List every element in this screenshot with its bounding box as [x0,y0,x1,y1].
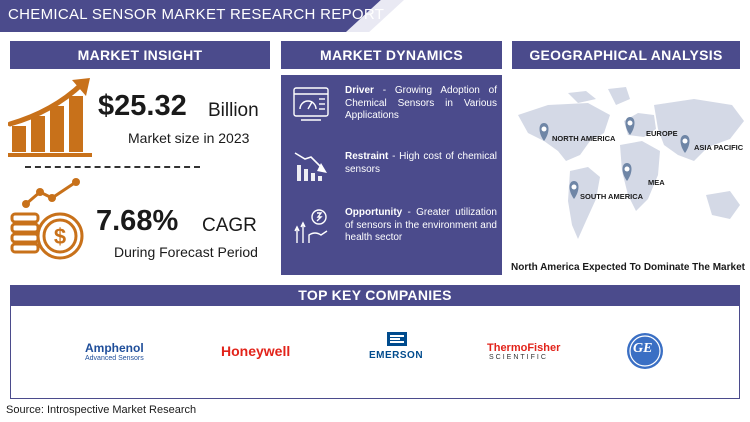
honeywell-logo: Honeywell [221,343,291,359]
pin-europe-icon [625,117,635,135]
growth-hand-icon [294,209,328,243]
market-dynamics-panel: Driver - Growing Adoption of Chemical Se… [281,75,502,275]
restraint-text: Restraint - High cost of chemical sensor… [345,151,497,175]
pin-south-america-icon [569,181,579,199]
emerson-mark-icon [387,332,407,346]
dynamics-restraint: Restraint - High cost of chemical sensor… [287,147,499,187]
dollar-coin-icon: $ [10,178,84,260]
pin-mea-icon [622,163,632,181]
top-key-companies-header: TOP KEY COMPANIES [10,285,740,305]
cagr-unit: CAGR [202,215,257,236]
title-banner [0,0,392,32]
region-mea: MEA [648,178,665,187]
market-size-unit: Billion [208,100,259,121]
ge-monogram-icon [627,333,663,369]
source-note: Source: Introspective Market Research [6,404,197,416]
page-title: CHEMICAL SENSOR MARKET RESEARCH REPORT [8,6,385,23]
driver-text: Driver - Growing Adoption of Chemical Se… [345,85,497,121]
map-pins [539,117,690,199]
falling-chart-icon [294,152,327,181]
growth-bar-chart-icon [8,78,92,157]
ge-logo: GE [633,341,653,356]
amphenol-logo: Amphenol [85,341,144,355]
pin-asia-pacific-icon [680,135,690,153]
svg-text:$: $ [54,224,66,249]
dashboard-icon [293,87,329,121]
dynamics-opportunity: Opportunity - Greater utilization of sen… [287,207,499,271]
market-size-caption: Market size in 2023 [128,130,250,146]
cagr-caption: During Forecast Period [114,244,258,260]
region-north-america: NORTH AMERICA [552,134,616,143]
dynamics-driver: Driver - Growing Adoption of Chemical Se… [287,85,499,141]
insight-divider [25,166,200,168]
emerson-logo: EMERSON [369,350,424,361]
market-insight-header: MARKET INSIGHT [10,41,270,69]
market-size-value: $25.32 [98,90,187,122]
region-asia-pacific: ASIA PACIFIC [694,143,744,152]
opportunity-text: Opportunity - Greater utilization of sen… [345,207,497,243]
amphenol-sub: Advanced Sensors [85,355,144,362]
thermofisher-sub: SCIENTIFIC [489,354,548,361]
market-dynamics-header: MARKET DYNAMICS [281,41,502,69]
region-europe: EUROPE [646,129,678,138]
thermofisher-logo: ThermoFisher [487,342,561,354]
geographical-analysis-header: GEOGRAPHICAL ANALYSIS [512,41,740,69]
region-south-america: SOUTH AMERICA [580,192,644,201]
geo-caption: North America Expected To Dominate The M… [511,262,745,273]
cagr-value: 7.68% [96,205,179,237]
companies-box: Amphenol Advanced Sensors Honeywell EMER… [10,305,740,399]
pin-north-america-icon [539,123,549,141]
world-map [518,87,744,239]
